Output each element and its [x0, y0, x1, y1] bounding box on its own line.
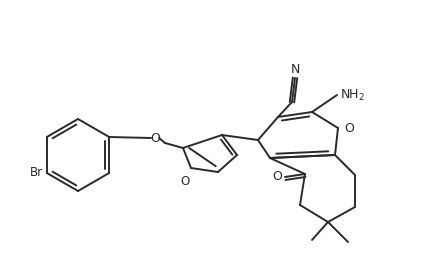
- Text: N: N: [290, 63, 300, 76]
- Text: O: O: [272, 170, 282, 183]
- Text: Br: Br: [30, 167, 43, 179]
- Text: O: O: [180, 175, 190, 188]
- Text: NH$_2$: NH$_2$: [340, 88, 365, 103]
- Text: O: O: [150, 132, 160, 145]
- Text: O: O: [344, 121, 354, 134]
